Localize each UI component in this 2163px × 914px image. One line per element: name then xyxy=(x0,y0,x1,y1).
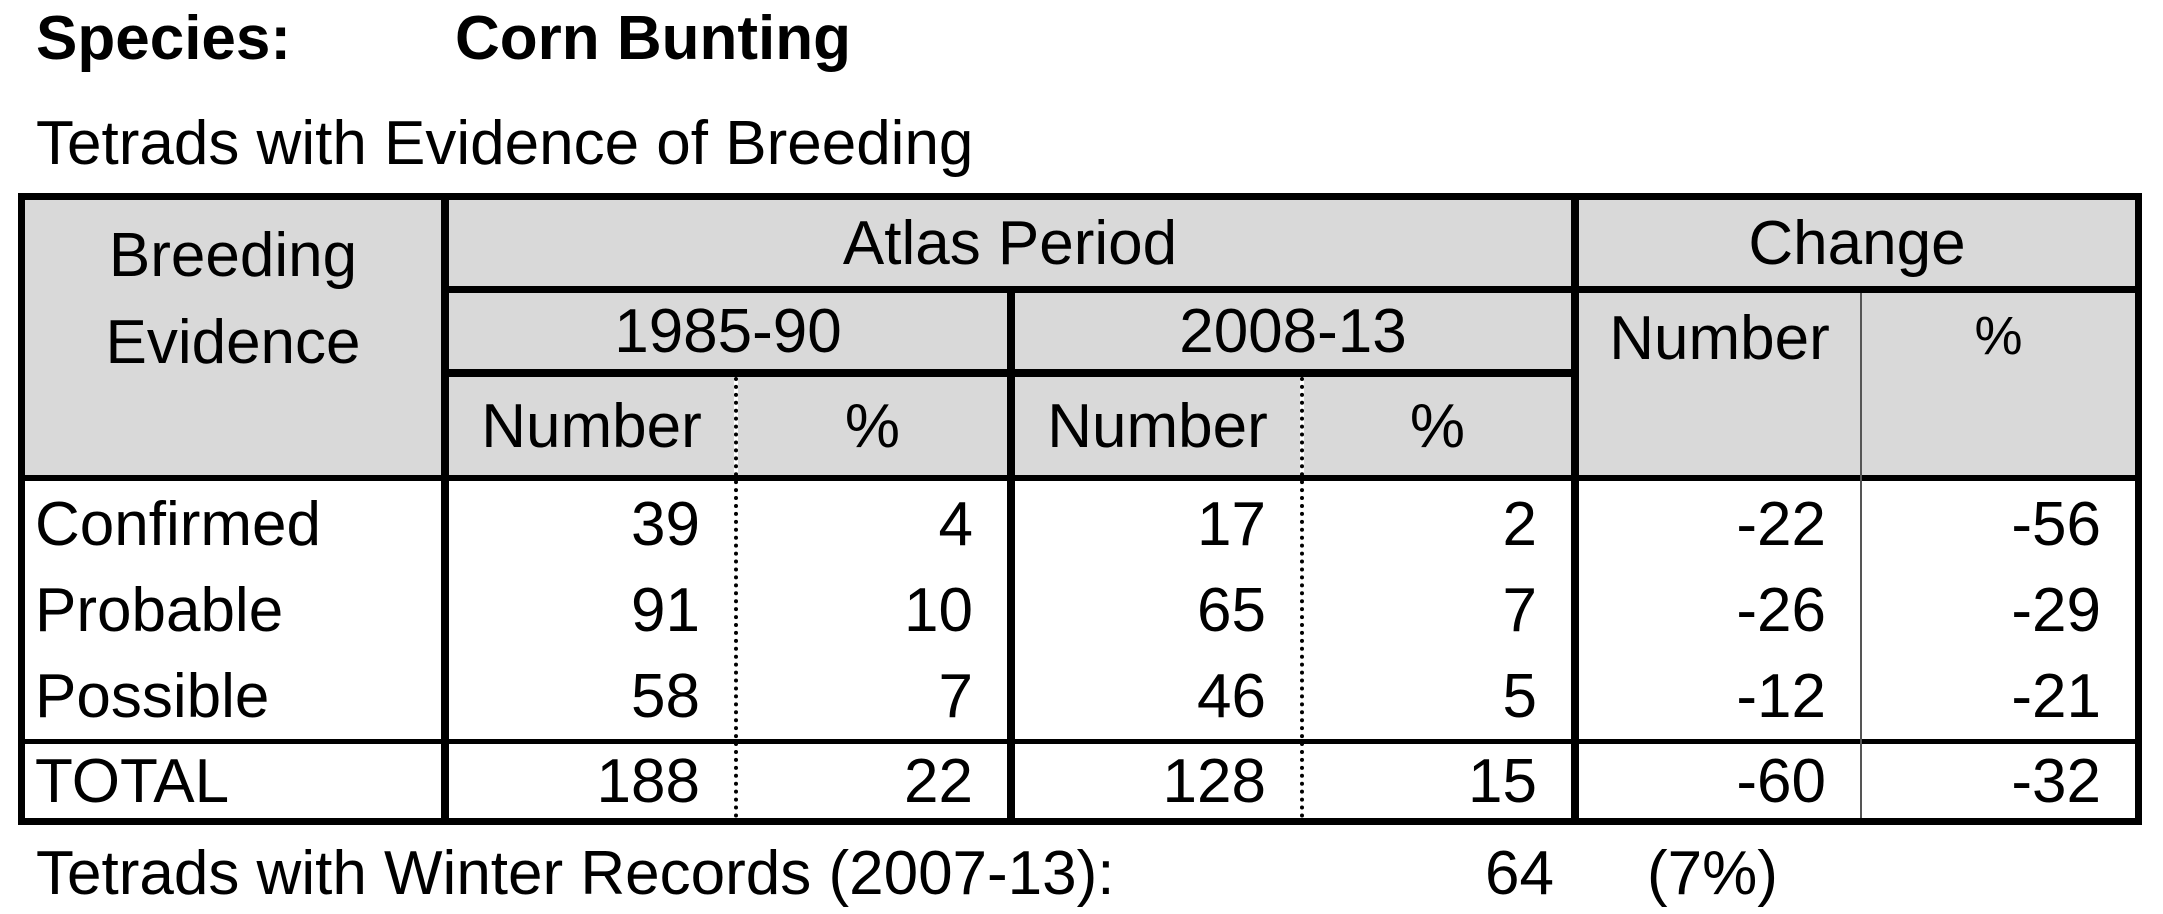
row-p2: 15 xyxy=(1468,746,1537,816)
species-label: Species: xyxy=(36,4,292,73)
header-evidence-line2: Evidence xyxy=(105,308,361,377)
breeding-table: Breeding Evidence Atlas Period Change 19… xyxy=(18,193,2142,825)
row-n2: 65 xyxy=(1197,575,1266,645)
row-p1: 4 xyxy=(938,489,973,559)
row-change-percent: -32 xyxy=(2011,746,2101,816)
header-1985-number: Number xyxy=(449,377,734,475)
row-p1: 22 xyxy=(904,746,973,816)
row-n2: 17 xyxy=(1197,489,1266,559)
header-change-number: Number xyxy=(1579,293,1860,475)
header-period-1985: 1985-90 xyxy=(449,293,1007,369)
row-label: Possible xyxy=(35,661,270,731)
row-change-percent: -29 xyxy=(2011,575,2101,645)
header-change: Change xyxy=(1579,200,2135,286)
footer-winter-count: 64 xyxy=(1485,839,1554,908)
row-n2: 128 xyxy=(1162,746,1266,816)
header-atlas-period: Atlas Period xyxy=(449,200,1571,286)
header-1985-percent: % xyxy=(738,377,1007,475)
row-change-percent: -21 xyxy=(2011,661,2101,731)
grid-line xyxy=(1571,200,1579,818)
grid-line xyxy=(1007,286,1015,818)
species-name: Corn Bunting xyxy=(455,4,852,73)
row-p2: 5 xyxy=(1502,661,1537,731)
row-p2: 7 xyxy=(1502,575,1537,645)
row-n1: 188 xyxy=(596,746,700,816)
header-change-percent: % xyxy=(1862,293,2135,475)
header-2008-number: Number xyxy=(1015,377,1300,475)
table-subtitle: Tetrads with Evidence of Breeding xyxy=(36,109,974,178)
row-n1: 58 xyxy=(631,661,700,731)
header-2008-percent: % xyxy=(1304,377,1571,475)
grid-line-dotted xyxy=(734,377,738,818)
row-n1: 91 xyxy=(631,575,700,645)
row-label: TOTAL xyxy=(35,746,230,816)
row-change-percent: -56 xyxy=(2011,489,2101,559)
table-row-total: TOTAL 188 22 128 15 -60 -32 xyxy=(25,744,2135,818)
header-change-percent-label: % xyxy=(1974,306,2023,366)
row-change-number: -60 xyxy=(1736,746,1826,816)
table-row: Probable 91 10 65 7 -26 -29 xyxy=(25,567,2135,653)
grid-line xyxy=(449,369,1571,377)
footer-winter-percent: (7%) xyxy=(1647,839,1778,908)
header-change-number-label: Number xyxy=(1609,304,1830,373)
header-evidence-line1: Breeding xyxy=(108,221,358,290)
row-change-number: -26 xyxy=(1736,575,1826,645)
grid-line-dotted xyxy=(1300,377,1304,818)
grid-line-thin xyxy=(1860,293,1862,818)
grid-line xyxy=(449,286,2135,293)
footer-winter-label: Tetrads with Winter Records (2007-13): xyxy=(36,839,1115,908)
grid-line xyxy=(25,739,2135,744)
row-p1: 10 xyxy=(904,575,973,645)
header-evidence: Breeding Evidence xyxy=(25,200,441,475)
row-p1: 7 xyxy=(938,661,973,731)
row-n2: 46 xyxy=(1197,661,1266,731)
row-n1: 39 xyxy=(631,489,700,559)
table-row: Confirmed 39 4 17 2 -22 -56 xyxy=(25,481,2135,567)
table-row: Possible 58 7 46 5 -12 -21 xyxy=(25,653,2135,739)
row-label: Confirmed xyxy=(35,489,321,559)
row-change-number: -22 xyxy=(1736,489,1826,559)
row-p2: 2 xyxy=(1502,489,1537,559)
header-period-2008: 2008-13 xyxy=(1015,293,1571,369)
grid-line xyxy=(25,475,2135,481)
row-change-number: -12 xyxy=(1736,661,1826,731)
grid-line xyxy=(441,200,449,818)
row-label: Probable xyxy=(35,575,284,645)
